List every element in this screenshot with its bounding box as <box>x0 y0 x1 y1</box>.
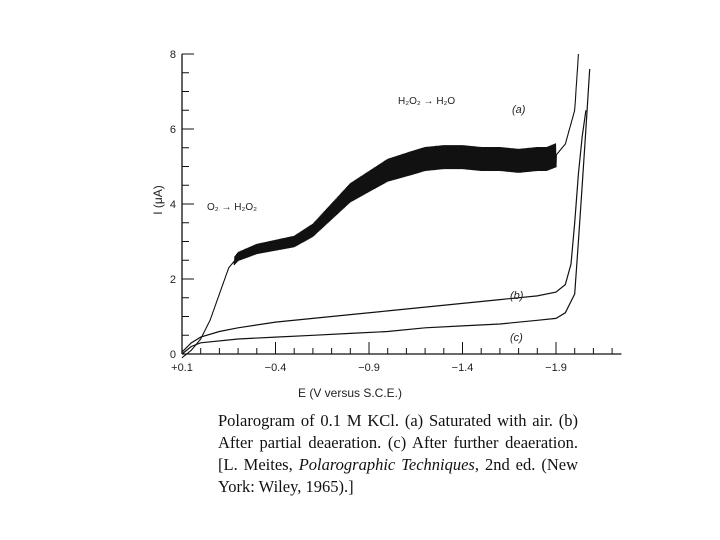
y-tick-label: 0 <box>170 349 176 361</box>
annotation-h2o2-to-h2o: H₂O₂ → H₂O <box>398 96 455 107</box>
curve-label-c: (c) <box>510 332 523 344</box>
y-tick-label: 2 <box>170 274 176 286</box>
y-axis-label: I (μA) <box>151 185 165 215</box>
curve-c <box>181 68 591 355</box>
x-tick-label: −0.4 <box>265 362 287 374</box>
x-tick-label: +0.1 <box>171 362 193 374</box>
curve-a <box>181 53 579 359</box>
caption-book-title: Polarographic Techniques <box>298 455 475 474</box>
x-tick-label: −1.9 <box>545 362 567 374</box>
curves <box>181 53 591 359</box>
curve-b <box>181 110 587 353</box>
curve-label-a: (a) <box>512 104 526 116</box>
x-tick-label: −1.4 <box>452 362 474 374</box>
curve-label-b: (b) <box>510 290 524 302</box>
figure-caption: Polarogram of 0.1 M KCl. (a) Saturated w… <box>218 410 578 498</box>
y-tick-label: 6 <box>170 124 176 136</box>
polarogram-chart: 0 2 4 6 8 +0.1 −0.4 −0.9 −1.4 −1.9 I (μA) E (V ve… <box>151 49 622 400</box>
ticks: 0 2 4 6 8 +0.1 −0.4 −0.9 −1.4 −1.9 <box>170 49 613 374</box>
x-axis-label: E (V versus S.C.E.) <box>298 386 402 400</box>
annotation-o2-to-h2o2: O₂ → H₂O₂ <box>207 202 257 213</box>
caption-text-part1: Polarogram of 0.1 M KCl. (a) Saturated w… <box>218 411 578 474</box>
y-tick-label: 4 <box>170 199 176 211</box>
y-tick-label: 8 <box>170 49 176 61</box>
caption-text-part2: , 2nd ed. (New York: Wiley, 1965).] <box>218 455 578 496</box>
x-tick-label: −0.9 <box>358 362 380 374</box>
